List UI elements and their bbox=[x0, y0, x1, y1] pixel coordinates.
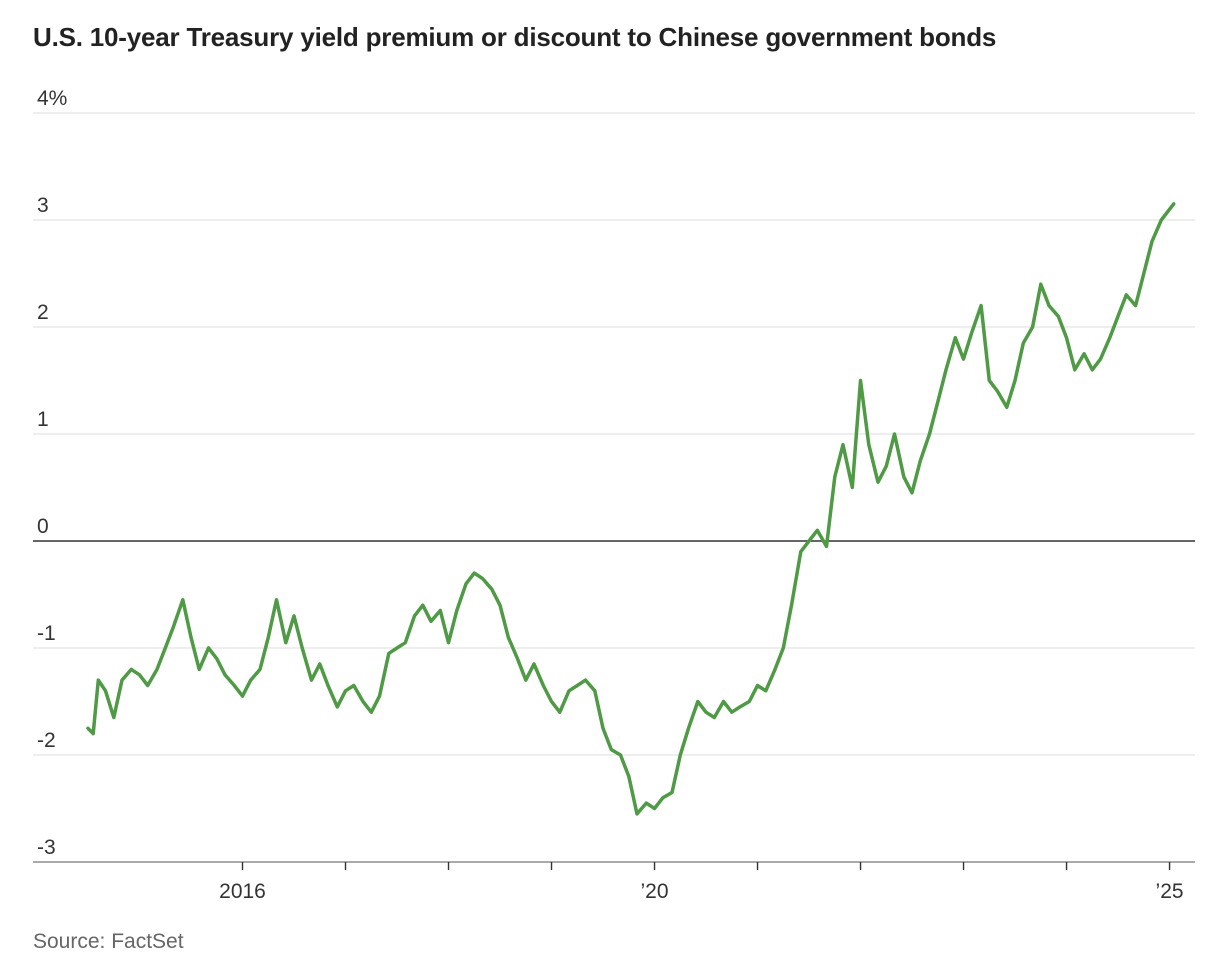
chart-title: U.S. 10-year Treasury yield premium or d… bbox=[33, 22, 997, 52]
y-tick-label: -1 bbox=[37, 622, 56, 645]
series-layer bbox=[86, 202, 1176, 816]
x-tick-label: ’20 bbox=[641, 880, 669, 903]
x-axis: 2016 ’20 ’25 bbox=[219, 862, 1184, 903]
series-line bbox=[86, 202, 1176, 816]
x-tick-label: ’25 bbox=[1156, 880, 1184, 903]
source-note: Source: FactSet bbox=[33, 930, 184, 953]
y-tick-label: 2 bbox=[37, 301, 49, 324]
y-tick-label: 4% bbox=[37, 87, 67, 110]
y-axis-tick-labels: 4% 3 2 1 0 -1 -2 -3 bbox=[37, 87, 67, 859]
y-tick-label: 1 bbox=[37, 408, 49, 431]
x-tick-label: 2016 bbox=[219, 880, 266, 903]
grid-lines bbox=[33, 112, 1195, 863]
y-tick-label: -2 bbox=[37, 729, 56, 752]
y-tick-label: -3 bbox=[37, 836, 56, 859]
y-tick-label: 3 bbox=[37, 194, 49, 217]
y-tick-label: 0 bbox=[37, 515, 49, 538]
